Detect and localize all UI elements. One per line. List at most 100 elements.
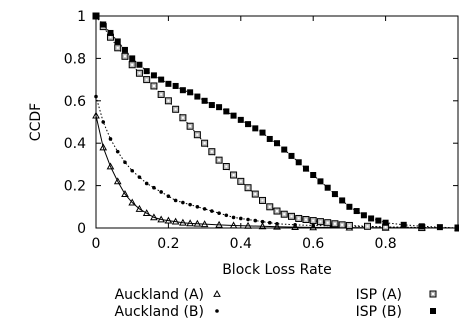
y-tick-label: 1: [77, 9, 86, 25]
axes: [95, 15, 459, 229]
data-point: [360, 212, 367, 219]
series-line: [95, 96, 459, 229]
legend-label: ISP (B): [356, 304, 402, 320]
data-point: [123, 160, 127, 165]
data-point: [222, 163, 230, 171]
data-point: [266, 135, 273, 142]
data-point: [246, 217, 250, 222]
data-point: [217, 211, 221, 215]
data-point: [143, 76, 151, 84]
y-axis-label: CCDF: [28, 103, 44, 141]
data-point: [252, 125, 259, 132]
data-point: [128, 61, 136, 69]
data-point: [223, 108, 230, 115]
data-point: [121, 46, 128, 53]
data-point: [230, 171, 238, 179]
data-point: [171, 217, 180, 225]
data-point: [193, 219, 202, 227]
data-point: [259, 129, 266, 136]
data-point: [229, 221, 238, 229]
data-point: [143, 68, 150, 75]
y-tick-label: 0.2: [64, 179, 86, 195]
data-point: [210, 209, 214, 213]
data-point: [142, 209, 151, 217]
data-point: [253, 218, 258, 223]
data-point: [194, 93, 201, 100]
data-point: [150, 82, 158, 90]
data-point: [201, 97, 208, 104]
data-point: [107, 29, 114, 36]
x-tick-label: 0.8: [374, 236, 396, 252]
data-point: [113, 177, 122, 185]
legend-marker: [215, 309, 219, 313]
data-point: [200, 220, 209, 228]
data-point: [144, 181, 149, 186]
data-point: [310, 172, 317, 178]
data-point: [316, 218, 324, 226]
legend-label: Auckland (A): [115, 287, 204, 303]
data-point: [202, 207, 207, 211]
data-point: [311, 223, 316, 228]
data-point: [179, 87, 186, 94]
data-point: [302, 165, 309, 172]
legend-marker: [213, 289, 221, 297]
x-tick-label: 0.6: [302, 236, 324, 252]
data-point: [164, 97, 172, 105]
legend-label: ISP (A): [356, 287, 402, 303]
data-point: [181, 200, 185, 205]
data-point: [288, 152, 295, 159]
data-point: [295, 214, 303, 222]
data-point: [173, 198, 178, 203]
data-point: [338, 221, 346, 229]
data-point: [287, 212, 295, 220]
data-point: [339, 197, 346, 204]
data-point: [273, 207, 281, 215]
data-point: [137, 175, 142, 179]
data-point: [208, 148, 216, 156]
data-point: [186, 122, 194, 130]
data-point: [230, 112, 237, 119]
data-point: [295, 159, 302, 166]
data-point: [186, 219, 194, 227]
data-point: [418, 223, 425, 230]
data-point: [353, 208, 360, 215]
data-point: [244, 221, 252, 229]
data-point: [187, 89, 194, 96]
data-point: [237, 116, 244, 123]
data-point: [309, 223, 318, 231]
data-point: [121, 52, 129, 60]
data-point: [331, 220, 339, 228]
x-tick-label: 0: [92, 236, 101, 252]
data-point: [114, 38, 121, 45]
data-point: [101, 120, 106, 124]
data-point: [150, 72, 157, 79]
data-point: [108, 137, 113, 141]
data-point: [251, 190, 259, 198]
data-point: [159, 190, 163, 194]
data-point: [179, 218, 187, 226]
data-point: [274, 140, 280, 147]
data-point: [364, 222, 371, 230]
y-tick-label: 0.4: [64, 136, 86, 152]
data-point: [165, 80, 172, 87]
data-point: [324, 219, 332, 227]
data-point: [130, 168, 134, 173]
data-point: [208, 102, 215, 109]
data-point: [99, 143, 108, 151]
data-point: [201, 139, 209, 147]
data-point: [114, 44, 122, 52]
data-point: [135, 204, 144, 212]
data-point: [93, 13, 99, 19]
data-point: [152, 185, 156, 190]
data-point: [346, 203, 353, 210]
data-point: [157, 215, 166, 223]
data-point: [179, 114, 187, 122]
data-point: [150, 213, 158, 221]
data-point: [436, 224, 443, 231]
tick-labels: 0 0.2 0.4 0.6 0.8 1 0 0.2 0.4 0.6 0.8: [64, 9, 397, 252]
data-point: [280, 210, 288, 218]
plot-area-frame: [95, 15, 459, 229]
data-point: [293, 223, 297, 227]
data-point: [106, 162, 115, 170]
